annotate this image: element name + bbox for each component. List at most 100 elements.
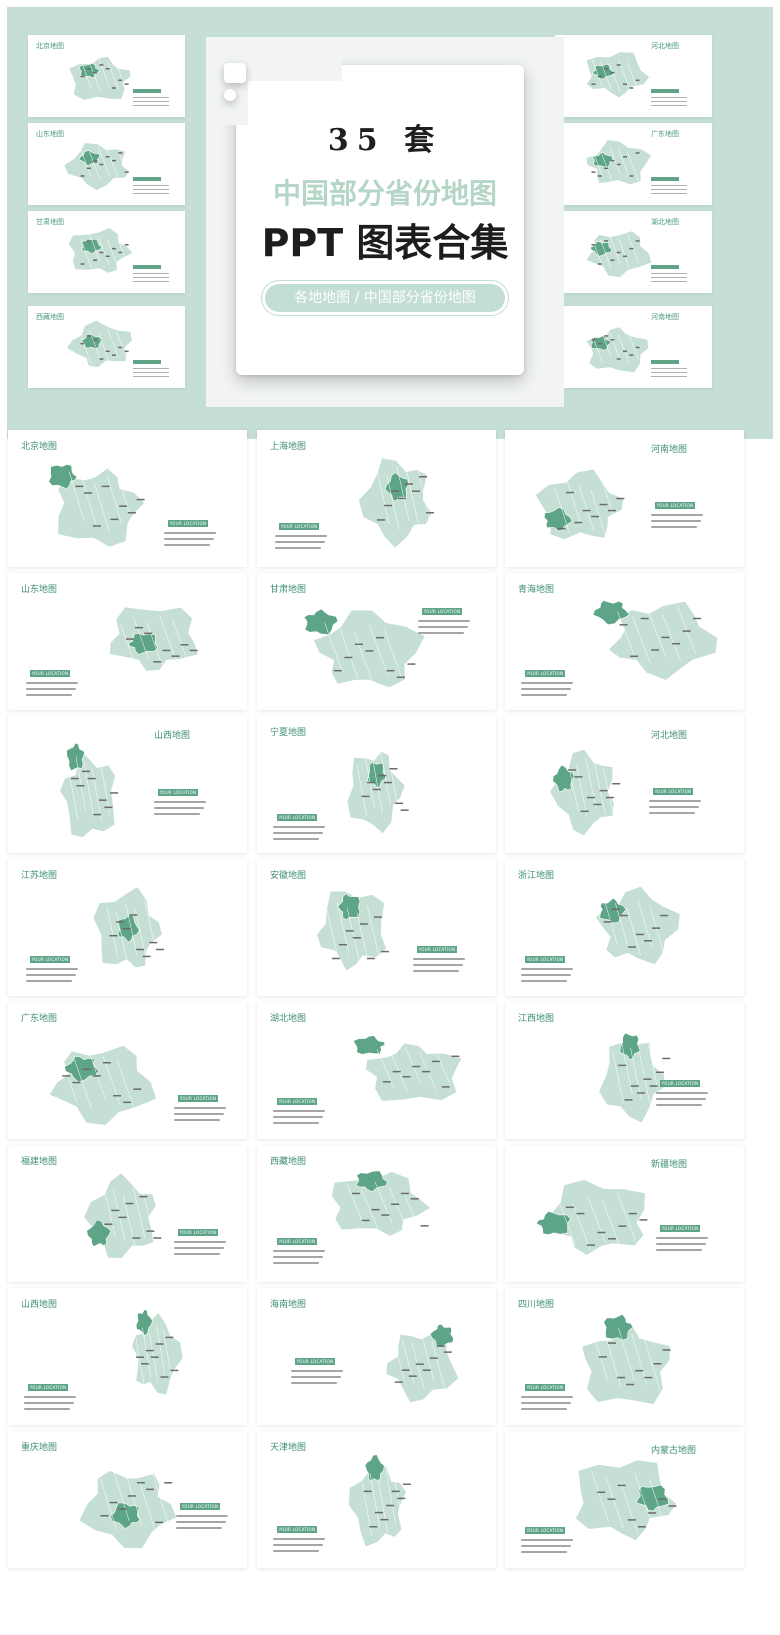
description-text-line [521, 968, 573, 970]
city-label-mark [116, 921, 125, 923]
description-text-line [176, 1515, 228, 1517]
card-map [598, 1032, 671, 1124]
region-border [81, 477, 97, 527]
description-text-line [154, 801, 206, 803]
province-map-shape [585, 139, 653, 186]
description-text-line [651, 514, 703, 516]
region-border [648, 1045, 660, 1098]
city-label-mark [80, 342, 85, 345]
card-title: 河北地图 [651, 731, 688, 741]
city-label-mark [98, 799, 107, 801]
region-border [649, 905, 664, 953]
city-label-mark [146, 1488, 154, 1491]
card-map [347, 1454, 411, 1548]
city-label-mark [443, 1351, 452, 1353]
city-label-mark [617, 1376, 626, 1379]
card-map [83, 1172, 162, 1259]
city-label-mark [431, 1060, 440, 1063]
thumb-text-line [133, 376, 169, 377]
city-label-mark [616, 358, 621, 360]
region-border [172, 619, 189, 663]
location-tag: YOUR LOCATION [277, 814, 317, 821]
city-label-mark [109, 1501, 118, 1504]
city-label-mark [611, 908, 620, 910]
description-text-line [176, 1527, 222, 1529]
city-label-mark [354, 643, 363, 646]
province-map-shape [364, 1042, 463, 1102]
region-border [566, 480, 582, 526]
city-label-mark [361, 795, 370, 798]
region-border [602, 483, 618, 529]
description-text-line [275, 547, 321, 549]
city-label-mark [118, 251, 123, 254]
region-border [638, 900, 653, 948]
description-text-line [154, 813, 200, 815]
city-label-mark [359, 923, 368, 925]
city-label-mark [118, 152, 123, 154]
region-border [418, 1051, 437, 1090]
city-label-mark [644, 940, 652, 942]
region-border [113, 1470, 130, 1521]
thumb-text-line [651, 376, 687, 377]
region-border [644, 1338, 661, 1391]
city-label-mark [635, 152, 640, 154]
city-label-mark [136, 1482, 145, 1484]
region-border [602, 1200, 621, 1248]
city-label-mark [380, 1518, 389, 1521]
card-map [535, 1179, 648, 1256]
city-label-mark [610, 71, 615, 74]
region-border [421, 1336, 435, 1382]
highlighted-region [535, 1210, 572, 1235]
card-title: 安徽地图 [270, 871, 307, 881]
region-border [89, 62, 101, 92]
region-border [617, 611, 636, 659]
city-label-mark [155, 948, 164, 951]
city-label-mark [104, 1223, 113, 1225]
region-border [432, 1045, 451, 1084]
card-title: 江苏地图 [21, 871, 58, 881]
description-text-line [273, 1250, 325, 1252]
region-border [356, 764, 367, 817]
city-label-mark [93, 813, 102, 816]
city-label-mark [648, 1512, 657, 1514]
description-text-line [273, 838, 319, 840]
description-text-line [26, 968, 78, 970]
map-card: 北京地图 YOUR LOCATION [8, 430, 247, 567]
city-label-mark [597, 263, 602, 265]
region-border [618, 334, 630, 364]
province-map-shape [63, 142, 131, 192]
card-map [581, 1313, 671, 1405]
description-text-line [174, 1113, 224, 1115]
description-text-line [413, 958, 465, 960]
city-label-mark [624, 1099, 633, 1101]
hero-thumb-slide: 山东地图 [28, 123, 185, 205]
location-tag: YOUR LOCATION [30, 956, 70, 963]
city-label-mark [652, 927, 661, 929]
city-label-mark [105, 68, 110, 70]
region-border [377, 1478, 388, 1533]
city-label-mark [410, 1198, 419, 1200]
card-title: 湖北地图 [270, 1014, 307, 1024]
region-border [369, 624, 388, 675]
city-label-mark [99, 163, 104, 166]
card-map [316, 890, 389, 972]
thumb-text-line [651, 277, 687, 278]
region-border [91, 767, 102, 823]
city-label-mark [389, 768, 398, 770]
city-label-mark [591, 515, 600, 518]
city-label-mark [598, 1356, 607, 1358]
region-border [376, 469, 390, 524]
card-title: 山西地图 [154, 731, 191, 741]
map-card: 新疆地图 YOUR LOCATION [505, 1145, 744, 1282]
city-label-mark [374, 1511, 383, 1514]
city-label-mark [139, 1195, 148, 1198]
region-border [618, 148, 630, 178]
description-text-line [656, 1243, 706, 1245]
location-tag: YOUR LOCATION [168, 520, 208, 527]
city-label-mark [568, 769, 577, 771]
city-label-mark [441, 1086, 450, 1088]
card-title: 浙江地图 [518, 871, 555, 881]
region-border [609, 145, 621, 175]
card-title: 山东地图 [21, 585, 58, 595]
description-text-line [24, 1402, 74, 1404]
